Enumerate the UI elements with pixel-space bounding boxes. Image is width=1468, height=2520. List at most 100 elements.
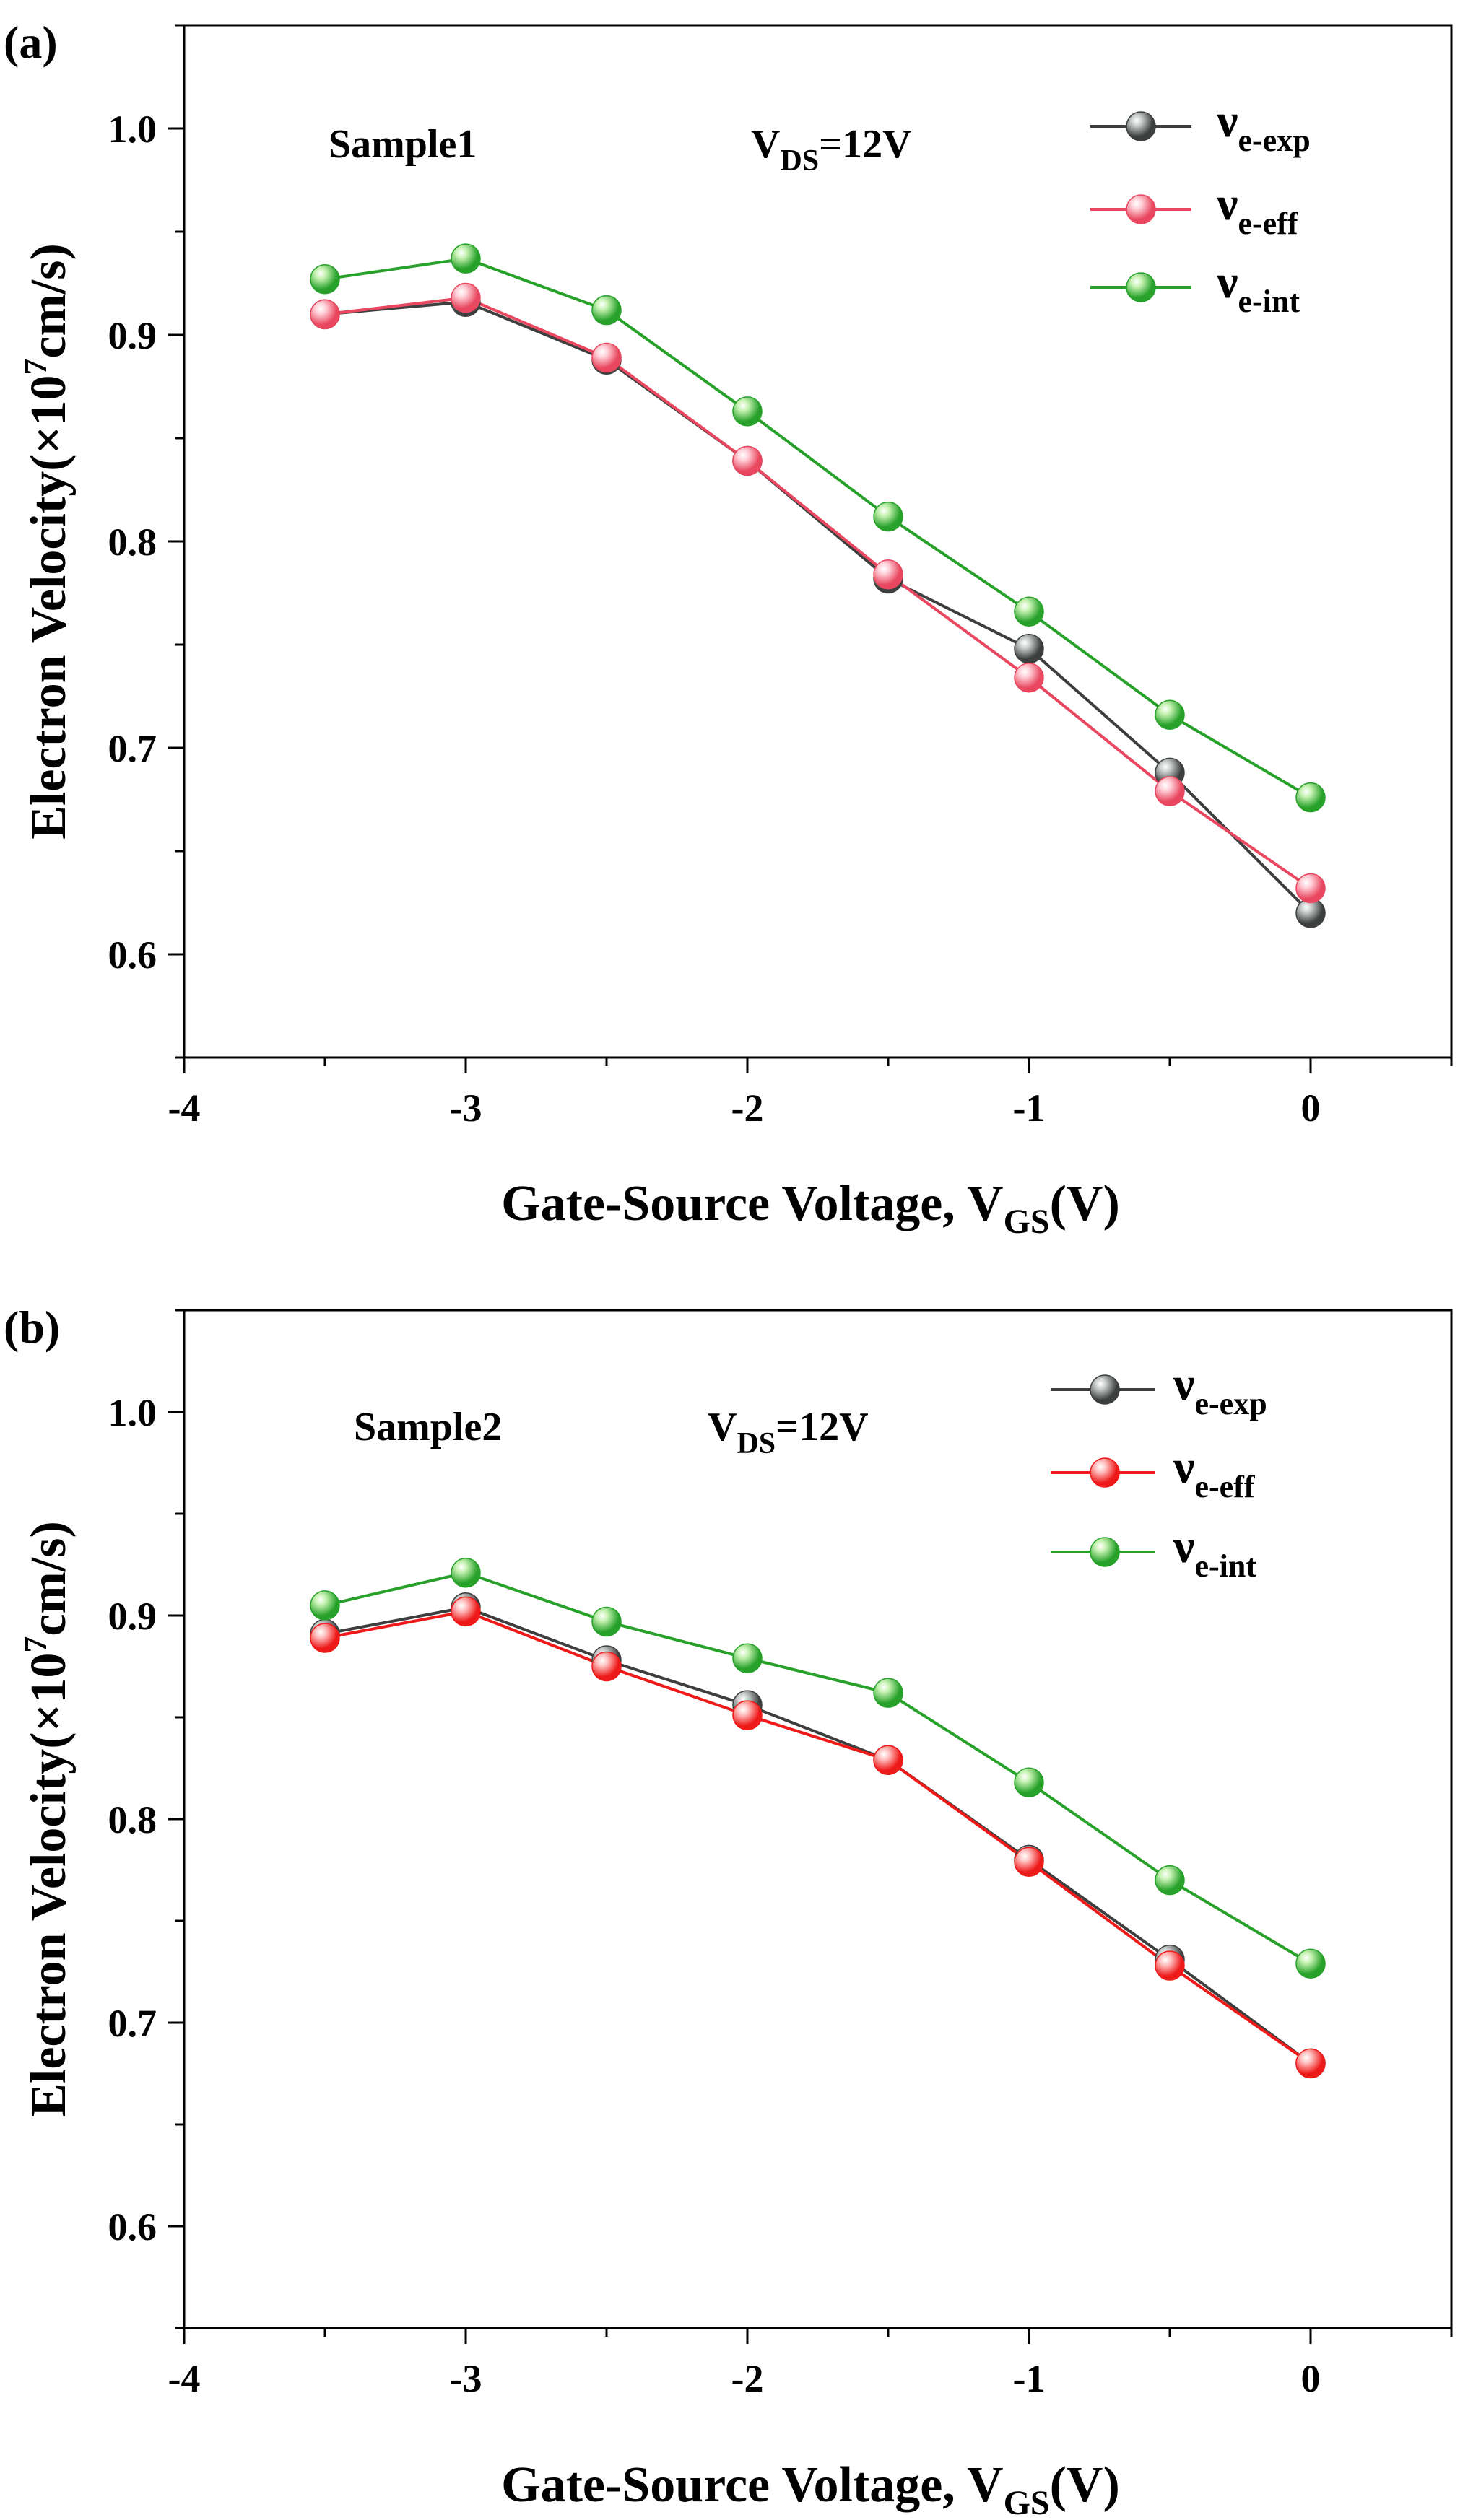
legend-marker-e-int: [1126, 272, 1156, 302]
legend-symbol: ν: [1216, 256, 1238, 308]
y-title-main: Electron Velocity(×10: [21, 1653, 77, 2117]
y-tick-label: 0.6: [108, 2205, 157, 2249]
legend-marker-e-exp: [1126, 111, 1156, 141]
vds-rest: =12V: [819, 122, 911, 167]
data-point-e-int: [591, 1606, 622, 1637]
data-point-e-eff: [591, 342, 622, 373]
x-tick-label: -3: [450, 2357, 482, 2400]
x-axis-title: Gate-Source Voltage, VGS(V): [501, 1176, 1120, 1241]
y-title-sup: 7: [17, 1636, 53, 1653]
data-point-e-eff: [1295, 2048, 1326, 2079]
data-point-e-int: [873, 1678, 903, 1708]
data-point-e-eff: [310, 1623, 340, 1653]
vds-rest: =12V: [776, 1405, 868, 1449]
data-point-e-eff: [873, 1745, 903, 1775]
legend-symbol: ν: [1173, 1358, 1195, 1411]
series-line-e-exp: [324, 300, 1312, 915]
vds-main: V: [751, 122, 780, 167]
data-point-e-int: [1295, 1948, 1326, 1979]
legend-subscript: e-int: [1195, 1548, 1257, 1584]
data-point-e-int: [1014, 596, 1044, 627]
series-line-e-int: [324, 257, 1312, 799]
x-title-main: Gate-Source Voltage, V: [501, 2457, 1003, 2513]
y-title-main: Electron Velocity(×10: [21, 375, 77, 840]
chart-panel-a: -4 -3 -2 -1 0 0.6 0.7 0.8 0.9 1.0 (a) Sample1 VDS=12…: [4, 17, 1453, 1241]
vds-main: V: [708, 1405, 737, 1449]
legend-symbol: ν: [1216, 95, 1238, 147]
plot-frame: [183, 1309, 1453, 2329]
vds-label: VDS=12V: [751, 122, 912, 178]
legend-symbol: ν: [1173, 1520, 1195, 1573]
data-point-e-int: [451, 1558, 481, 1588]
y-title-sup: 7: [17, 359, 53, 375]
data-point-e-int: [451, 243, 481, 274]
legend-symbol: ν: [1216, 178, 1238, 230]
data-point-e-int: [310, 264, 340, 295]
x-axis-title: Gate-Source Voltage, VGS(V): [501, 2457, 1120, 2520]
legend-label-e-int: νe-int: [1173, 1520, 1256, 1584]
x-tick-label: -2: [731, 1086, 764, 1130]
data-point-e-eff: [310, 299, 340, 330]
data-point-e-eff: [1014, 1847, 1044, 1877]
legend-marker-e-exp: [1090, 1374, 1120, 1405]
series-line-e-eff: [324, 296, 1312, 890]
data-point-e-eff: [1155, 776, 1185, 806]
data-point-e-eff: [591, 1651, 622, 1682]
y-axis-title: Electron Velocity(×107cm/s): [17, 243, 77, 840]
legend-label-e-eff: νe-eff: [1173, 1441, 1256, 1504]
data-point-e-eff: [1155, 1950, 1185, 1981]
y-title-rest: cm/s): [21, 1521, 77, 1636]
sample-label: Sample1: [329, 122, 477, 167]
x-title-sub: GS: [1004, 2484, 1050, 2520]
data-point-e-int: [1155, 699, 1185, 730]
data-point-e-int: [1295, 782, 1326, 813]
data-point-e-int: [873, 501, 903, 532]
y-tick-label: 0.6: [108, 933, 157, 977]
y-title-rest: cm/s): [21, 243, 77, 358]
data-point-e-eff: [732, 1700, 763, 1730]
sample-label: Sample2: [354, 1405, 502, 1449]
legend-label-e-int: νe-int: [1216, 256, 1300, 319]
legend-marker-e-eff: [1126, 194, 1156, 224]
x-tick-label: -4: [168, 2357, 201, 2400]
y-tick-label: 0.8: [108, 1798, 157, 1841]
x-tick-label: -1: [1013, 2357, 1046, 2400]
data-point-e-int: [1014, 1767, 1044, 1797]
data-point-e-int: [1155, 1865, 1185, 1896]
data-point-e-eff: [1014, 663, 1044, 693]
panel-label: (a): [4, 17, 58, 68]
data-point-e-eff: [1295, 873, 1326, 904]
y-tick-label: 1.0: [108, 108, 157, 151]
legend-subscript: e-eff: [1195, 1469, 1256, 1504]
legend-label-e-exp: νe-exp: [1216, 95, 1311, 158]
series-line-e-int: [324, 1571, 1312, 1965]
series-line-e-eff: [324, 1610, 1312, 2065]
series-line-e-exp: [324, 1605, 1312, 2065]
x-title-rest: (V): [1050, 1176, 1120, 1231]
legend-subscript: e-exp: [1238, 123, 1311, 158]
y-tick-label: 0.9: [108, 1595, 157, 1638]
chart-panel-b: -4 -3 -2 -1 0 0.6 0.7 0.8 0.9 1.0 (b) Sample2 VDS=12…: [4, 1302, 1453, 2520]
legend-symbol: ν: [1173, 1441, 1195, 1494]
x-tick-label: -4: [168, 1086, 201, 1130]
x-title-sub: GS: [1004, 1203, 1050, 1241]
data-point-e-eff: [451, 1596, 481, 1627]
legend-marker-e-eff: [1090, 1457, 1120, 1488]
data-point-e-int: [732, 1643, 763, 1673]
vds-sub: DS: [780, 144, 819, 178]
data-point-e-int: [591, 295, 622, 326]
legend-marker-e-int: [1090, 1537, 1120, 1567]
x-tick-label: -1: [1013, 1086, 1046, 1130]
plot-frame: [183, 24, 1453, 1059]
x-title-rest: (V): [1050, 2457, 1120, 2513]
data-point-e-int: [310, 1590, 340, 1621]
legend-subscript: e-int: [1238, 284, 1300, 319]
legend-label-e-eff: νe-eff: [1216, 178, 1299, 241]
data-point-e-exp: [1014, 633, 1044, 664]
y-tick-label: 0.7: [108, 727, 157, 770]
legend-subscript: e-eff: [1238, 206, 1299, 241]
vds-sub: DS: [737, 1427, 776, 1460]
y-tick-label: 0.8: [108, 520, 157, 564]
x-title-main: Gate-Source Voltage, V: [501, 1176, 1003, 1231]
